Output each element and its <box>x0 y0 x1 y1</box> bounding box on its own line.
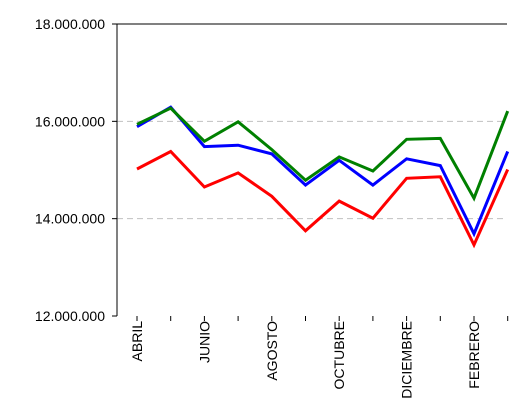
x-tick-label: ABRIL <box>129 321 145 362</box>
series-line-2 <box>136 149 510 249</box>
x-tick-label: OCTUBRE <box>331 321 347 389</box>
series-line-0 <box>136 105 510 238</box>
y-tick-label: 14.000.000 <box>35 211 105 227</box>
y-tick-label: 12.000.000 <box>35 308 105 324</box>
series-line-1 <box>136 106 510 202</box>
y-axis-ticks: 12.000.000 14.000.000 16.000.000 18.000.000 <box>35 16 117 324</box>
gridlines <box>117 23 507 220</box>
series-lines <box>136 105 510 249</box>
x-tick-label: AGOSTO <box>264 321 280 381</box>
x-axis-ticks: ABRIL JUNIO AGOSTO OCTUBRE DICIEMBRE FEBRERO <box>129 316 509 399</box>
y-tick-label: 18.000.000 <box>35 16 105 32</box>
y-tick-label: 16.000.000 <box>35 113 105 129</box>
x-tick-label: JUNIO <box>196 321 212 363</box>
x-tick-label: DICIEMBRE <box>399 321 415 399</box>
x-tick-label: FEBRERO <box>466 321 482 389</box>
